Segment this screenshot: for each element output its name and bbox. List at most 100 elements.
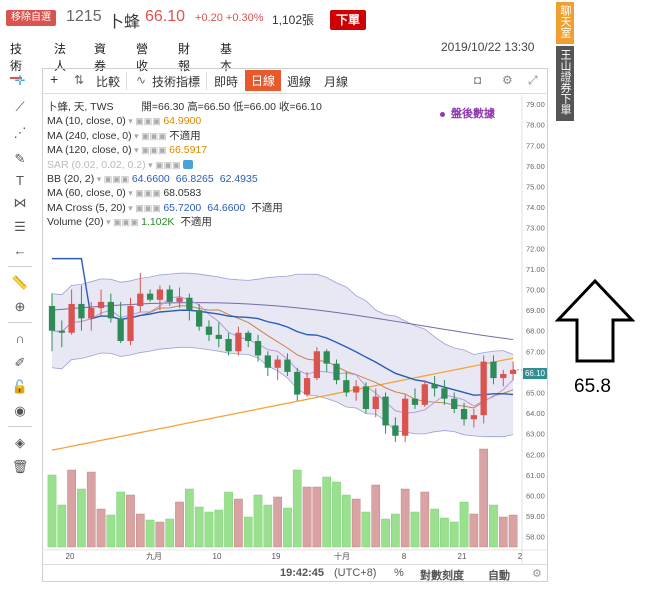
candle-body: [372, 396, 379, 409]
candle-body: [333, 363, 340, 381]
tab-basic[interactable]: 基本: [220, 42, 233, 73]
candle-body: [411, 398, 419, 405]
trash-icon[interactable]: 🗑: [11, 459, 29, 474]
prediction-icon[interactable]: ☰: [14, 219, 26, 234]
legend-controls-icon[interactable]: ▾ ▣▣▣: [125, 188, 164, 199]
tab-institutional[interactable]: 法人: [54, 42, 67, 73]
volume-bar: [410, 511, 420, 548]
indicators-button[interactable]: 技術指標: [152, 75, 201, 89]
indicators-icon[interactable]: ∿: [136, 73, 147, 87]
volume-bar: [155, 521, 165, 548]
annotation-value: 65.8: [574, 376, 611, 397]
legend-indicator-label: MA (60, close, 0): [47, 187, 126, 200]
legend-indicator-label: SAR (0.02, 0.02, 0.2): [47, 158, 146, 171]
candle-body: [166, 289, 173, 302]
y-tick-label: 62.00: [526, 450, 545, 459]
interval-realtime[interactable]: 即時: [214, 75, 239, 89]
ma60-line: [51, 302, 514, 341]
volume-bar: [400, 488, 410, 548]
candle-body: [274, 359, 281, 368]
hidden-indicator-eye-icon[interactable]: [183, 160, 194, 170]
unlock-icon[interactable]: 🔓: [11, 379, 29, 394]
volume-bar: [322, 476, 332, 548]
layers-icon[interactable]: ◈: [15, 435, 25, 450]
candle-body: [245, 332, 252, 342]
interval-weekly[interactable]: 週線: [287, 75, 312, 89]
tab-margin[interactable]: 資券: [94, 42, 107, 73]
candle-body: [509, 369, 517, 374]
eye-icon[interactable]: ◉: [14, 403, 26, 418]
legend-symbol: 卜蜂, 天, TWS: [47, 101, 114, 113]
fullscreen-icon[interactable]: ⤢: [528, 73, 538, 87]
fib-retracement-icon[interactable]: ⋰: [13, 125, 27, 140]
tab-financials[interactable]: 財報: [178, 42, 191, 73]
y-tick-label: 61.00: [526, 471, 545, 480]
timezone[interactable]: (UTC+8): [334, 567, 377, 579]
camera-icon[interactable]: ◘: [474, 73, 482, 87]
auto-scale-toggle[interactable]: 自動: [488, 570, 510, 582]
volume-bar: [312, 486, 322, 548]
side-tab-chatroom-label: 聊天室: [559, 5, 571, 38]
y-tick-label: 75.00: [526, 183, 545, 192]
legend-controls-icon[interactable]: ▾ ▣▣▣: [131, 145, 170, 156]
text-tool-icon[interactable]: T: [16, 173, 24, 188]
gear-icon[interactable]: ⚙: [502, 73, 513, 87]
side-tab-broker-order[interactable]: 王山證券下單: [556, 46, 574, 121]
add-compare-icon[interactable]: +: [50, 71, 59, 87]
candle-body: [88, 308, 95, 319]
legend-title-row: 卜蜂, 天, TWS 開=66.30 高=66.50 低=66.00 收=66.…: [47, 100, 322, 114]
interval-monthly[interactable]: 月線: [324, 75, 349, 89]
trend-line-icon[interactable]: ⟋: [15, 99, 25, 114]
log-scale-toggle[interactable]: 對數刻度: [420, 570, 464, 582]
legend-indicator-value: 64.9900: [163, 115, 202, 128]
legend-indicator-value: 不適用: [180, 216, 212, 229]
percent-toggle[interactable]: %: [394, 567, 404, 579]
candle-body: [127, 305, 134, 342]
legend-controls-icon[interactable]: ▾ ▣▣▣: [125, 202, 164, 213]
legend-controls-icon[interactable]: ▾ ▣▣▣: [103, 217, 142, 228]
volume-bar: [77, 488, 86, 548]
legend-indicator-value: 65.7200: [163, 201, 202, 214]
remove-watchlist-button[interactable]: 移除自選: [6, 10, 56, 26]
brush-icon[interactable]: ✎: [14, 151, 26, 166]
legend-controls-icon[interactable]: ▾ ▣▣▣: [145, 159, 184, 170]
ruler-icon[interactable]: 📏: [11, 275, 29, 290]
candle-body: [362, 386, 370, 409]
legend-controls-icon[interactable]: ▾ ▣▣▣: [131, 130, 170, 141]
lock-drawing-icon[interactable]: ✐: [14, 355, 26, 370]
pattern-icon[interactable]: ⋈: [13, 195, 27, 210]
volume-bar: [204, 511, 214, 548]
chart-frame: [42, 68, 548, 582]
compare-icon[interactable]: ⇅: [74, 73, 85, 87]
price-chart[interactable]: 58.00 59.00 60.00 61.00 62.00 63.00 64.00 65.00…: [42, 95, 548, 564]
y-tick-label: 70.00: [526, 286, 545, 295]
compare-button[interactable]: 比較: [96, 75, 121, 89]
back-arrow-icon[interactable]: ←: [13, 243, 27, 258]
tab-technical[interactable]: 技術: [10, 40, 23, 79]
side-tab-chatroom[interactable]: 聊天室: [556, 2, 574, 44]
stock-volume: 1,102張: [272, 13, 315, 27]
order-button[interactable]: 下單: [330, 10, 366, 30]
zoom-in-icon[interactable]: ⊕: [14, 299, 26, 314]
candle-body: [431, 384, 438, 389]
tab-revenue[interactable]: 營收: [136, 42, 149, 73]
x-tick-label: 8: [402, 552, 407, 561]
side-tabs: 聊天室 王山證券下單: [556, 2, 574, 123]
magnet-icon[interactable]: ∩: [15, 331, 25, 346]
volume-bar: [214, 509, 224, 548]
stock-name: 卜蜂: [108, 14, 141, 31]
legend-controls-icon[interactable]: ▾ ▣▣▣: [94, 173, 132, 184]
y-tick-label: 77.00: [526, 141, 545, 150]
candle-body: [107, 301, 115, 319]
volume-bar: [381, 518, 390, 548]
y-tick-label: 74.00: [526, 203, 545, 212]
settings-icon[interactable]: ⚙: [532, 568, 542, 580]
interval-daily[interactable]: 日線: [245, 70, 282, 91]
y-tick-label: 60.00: [526, 492, 545, 501]
legend-controls-icon[interactable]: ▾ ▣▣▣: [125, 116, 164, 127]
volume-bar: [243, 516, 253, 548]
x-tick-label: 10: [213, 552, 222, 561]
crosshair-icon[interactable]: ✛: [14, 73, 26, 88]
volume-bar: [498, 516, 508, 548]
legend-indicator-label: Volume (20): [47, 216, 104, 229]
